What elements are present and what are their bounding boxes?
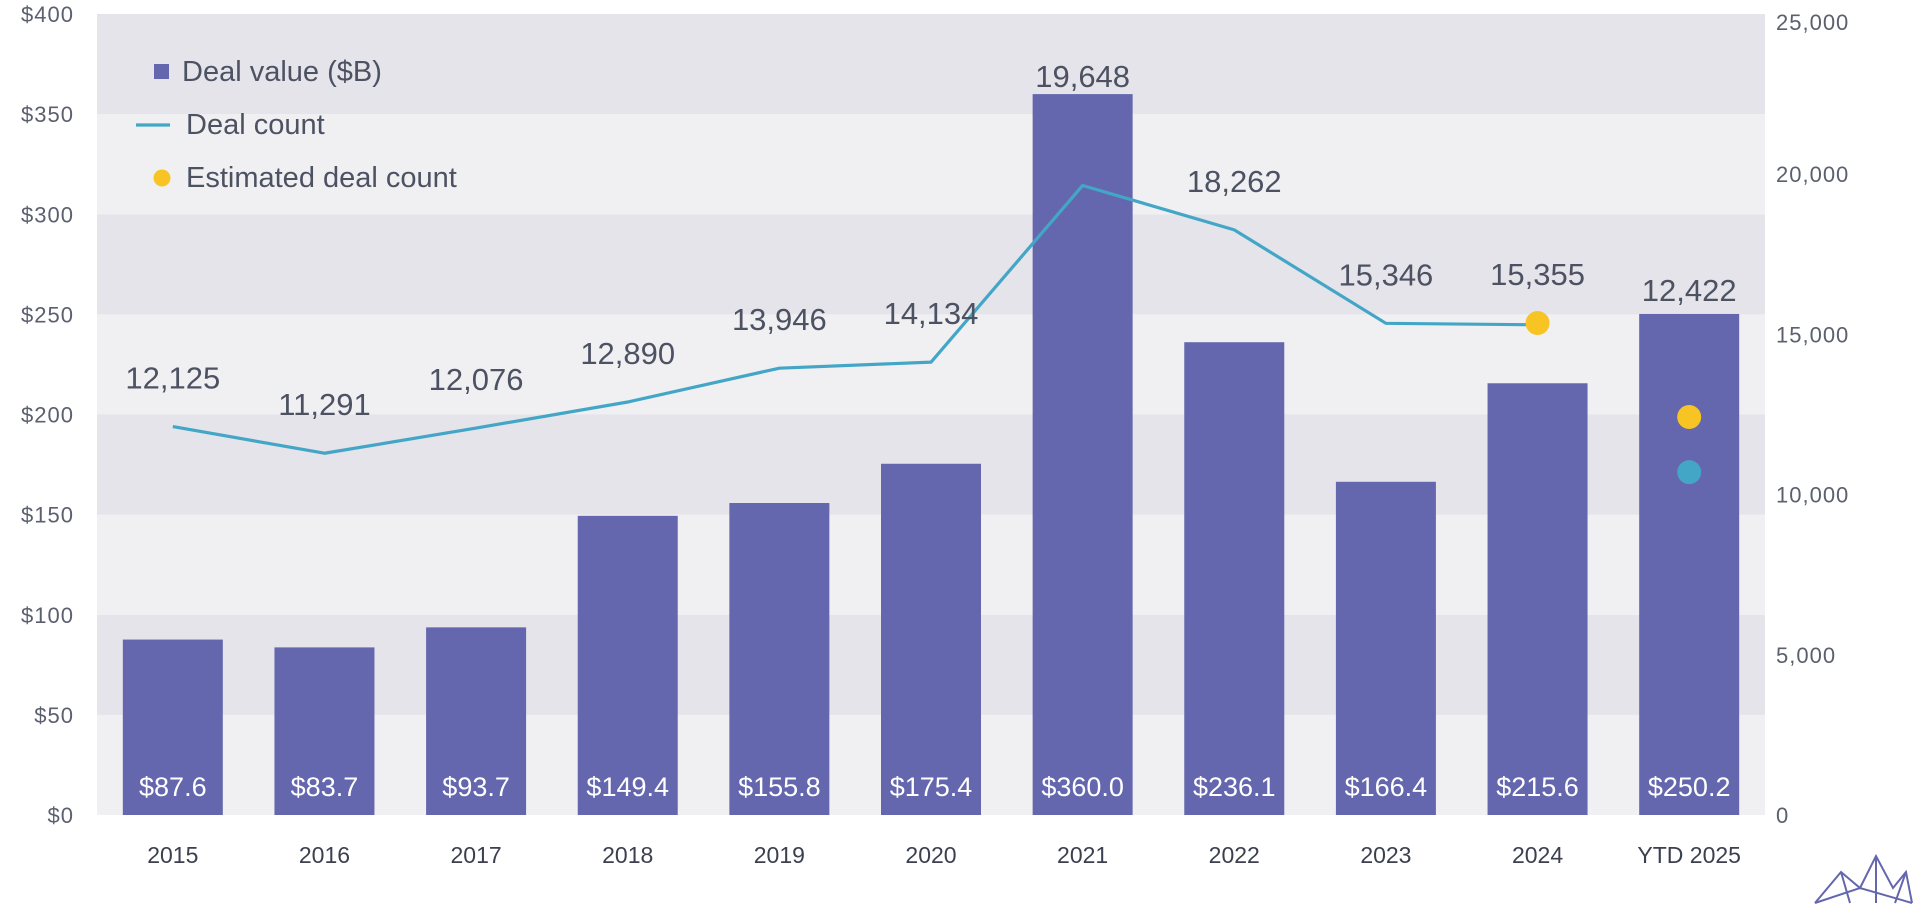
- x-axis-label: 2020: [905, 842, 956, 868]
- grid-band: [97, 314, 1765, 415]
- left-axis-ticks: $0 $50 $100 $150 $200 $250 $300 $350 $400: [21, 2, 74, 828]
- left-axis-tick-label: $150: [21, 503, 74, 528]
- deal-count-label: 12,125: [125, 361, 220, 396]
- right-axis-tick-label: 10,000: [1776, 483, 1849, 508]
- left-axis-tick-label: $250: [21, 302, 74, 327]
- x-axis-label: 2022: [1209, 842, 1260, 868]
- deal-count-label: 12,422: [1642, 273, 1737, 308]
- deal-value-bars: [122, 94, 1740, 816]
- deal-value-bar: [881, 463, 981, 815]
- grid-band: [97, 114, 1765, 215]
- x-axis-label: 2024: [1512, 842, 1563, 868]
- deal-count-dot: [1677, 460, 1702, 485]
- deal-value-bar: [122, 639, 223, 815]
- deal-value-label: $236.1: [1193, 772, 1276, 802]
- x-axis-label: 2018: [602, 842, 653, 868]
- left-axis-tick-label: $300: [21, 202, 74, 227]
- x-axis-label: 2016: [299, 842, 350, 868]
- x-axis-label: 2023: [1360, 842, 1411, 868]
- right-axis-tick-label: 25,000: [1776, 10, 1849, 35]
- right-axis-tick-label: 0: [1776, 803, 1789, 828]
- legend-deal-count: Deal count: [186, 109, 325, 141]
- x-axis-labels: 2015 2016 2017 2018 2019 2020 2021 2022 2023 2024…: [147, 842, 1741, 868]
- deal-value-bar: [1184, 342, 1285, 815]
- deal-value-label: $83.7: [291, 772, 359, 802]
- left-axis-tick-label: $0: [48, 803, 74, 828]
- deal-value-label: $166.4: [1345, 772, 1428, 802]
- deal-value-label: $87.6: [139, 772, 207, 802]
- deal-count-label: 15,346: [1338, 257, 1433, 292]
- deal-value-bar: [577, 515, 678, 815]
- deal-value-label: $250.2: [1648, 772, 1731, 802]
- right-axis-tick-label: 15,000: [1776, 322, 1849, 347]
- estimated-count-dot: [1677, 404, 1702, 429]
- deal-count-label: 15,355: [1490, 257, 1585, 292]
- x-axis-label: YTD 2025: [1637, 842, 1741, 868]
- deal-value-bar: [1032, 94, 1133, 816]
- deal-value-bar: [729, 503, 830, 815]
- legend: Deal value ($B) Deal count Estimated dea…: [136, 56, 457, 194]
- deal-value-label: $175.4: [890, 772, 973, 802]
- left-axis-tick-label: $50: [34, 703, 74, 728]
- deal-count-label: 12,890: [580, 336, 675, 371]
- deal-count-label: 12,076: [429, 362, 524, 397]
- estimated-count-markers: [1525, 311, 1702, 485]
- x-axis-label: 2019: [754, 842, 805, 868]
- deal-count-label: 14,134: [884, 296, 979, 331]
- right-axis-tick-label: 5,000: [1776, 643, 1836, 668]
- x-axis-label: 2021: [1057, 842, 1108, 868]
- legend-estimated-count: Estimated deal count: [186, 162, 457, 194]
- deal-count-labels: 12,125 11,291 12,076 12,890 13,946 14,134 19,6…: [125, 59, 1736, 422]
- grid-band: [97, 214, 1765, 315]
- estimated-count-dot: [1525, 311, 1550, 336]
- deal-value-bar: [274, 647, 375, 815]
- deal-value-bar: [1487, 383, 1588, 815]
- grid-bands: [97, 14, 1765, 815]
- right-axis-tick-label: 20,000: [1776, 162, 1849, 187]
- left-axis-tick-label: $100: [21, 603, 74, 628]
- x-axis-label: 2015: [147, 842, 198, 868]
- deal-value-bar: [1335, 481, 1436, 815]
- left-axis-tick-label: $200: [21, 403, 74, 428]
- legend-bar-swatch: [154, 64, 169, 79]
- deal-count-label: 11,291: [278, 387, 371, 422]
- left-axis-tick-label: $400: [21, 2, 74, 27]
- deal-value-label: $360.0: [1041, 772, 1124, 802]
- brand-logo: [1814, 853, 1913, 904]
- x-axis-label: 2017: [451, 842, 502, 868]
- grid-band: [97, 14, 1765, 115]
- deal-count-label: 18,262: [1187, 164, 1282, 199]
- deal-value-bar: [426, 627, 527, 815]
- right-axis-ticks: 0 5,000 10,000 15,000 20,000 25,000: [1776, 10, 1849, 828]
- deal-value-labels: $87.6 $83.7 $93.7 $149.4 $155.8 $175.4 $360.0 $…: [139, 772, 1730, 802]
- deal-count-line: [172, 183, 1538, 455]
- legend-deal-value: Deal value ($B): [182, 56, 382, 88]
- deal-count-label: 13,946: [732, 302, 827, 337]
- deal-value-bar: [1639, 313, 1740, 815]
- deal-count-label: 19,648: [1035, 59, 1130, 94]
- deal-value-label: $93.7: [442, 772, 510, 802]
- deal-value-label: $149.4: [586, 772, 669, 802]
- left-axis-tick-label: $350: [21, 102, 74, 127]
- legend-dot-swatch: [153, 169, 171, 187]
- deal-value-label: $215.6: [1496, 772, 1579, 802]
- deal-value-label: $155.8: [738, 772, 821, 802]
